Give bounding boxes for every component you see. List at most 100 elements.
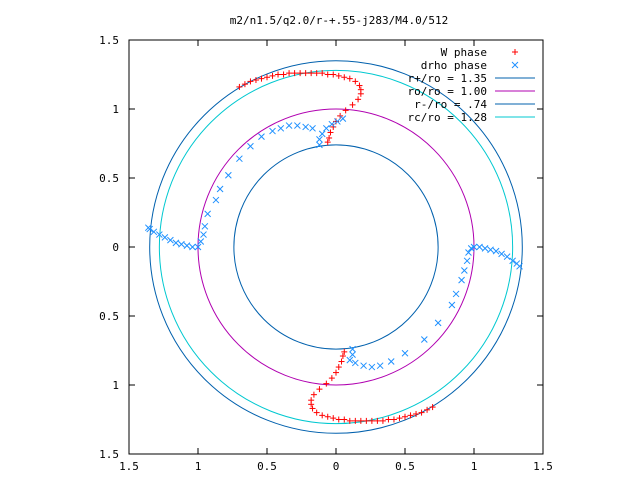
w-phase-point [335, 72, 342, 79]
y-tick-label: 1 [112, 379, 119, 392]
w-phase-point [330, 71, 337, 78]
w-phase-point [418, 409, 425, 416]
drho-phase-point [285, 122, 293, 129]
drho-phase-point [334, 118, 341, 125]
legend-label: W phase [441, 46, 487, 59]
w-phase-point [385, 416, 392, 423]
w-phase-point [327, 129, 334, 136]
x-tick-label: 0.5 [395, 460, 415, 473]
drho-phase-point [322, 124, 330, 132]
reference-circle-2 [233, 144, 439, 350]
w-phase-point [342, 107, 349, 114]
drho-phase-point [316, 136, 323, 143]
drho-phase-point [458, 276, 465, 284]
drho-phase-point [448, 301, 456, 309]
w-phase-point [264, 74, 270, 81]
w-phase-point [333, 369, 339, 376]
w-phase-point [357, 90, 364, 97]
w-phase-point [330, 415, 337, 422]
x-tick-label: 0 [333, 460, 340, 473]
reference-circle-0 [149, 60, 523, 434]
x-tick-label: 1 [471, 460, 478, 473]
legend-label: drho phase [421, 59, 487, 72]
legend-marker-drho-phase [511, 61, 519, 69]
w-phase-point [368, 417, 375, 424]
w-phase-point [341, 416, 348, 423]
drho-phase-point [225, 171, 232, 179]
y-tick-label: 0 [112, 241, 119, 254]
w-phase-point [313, 70, 320, 77]
w-phase-point [333, 118, 339, 125]
w-phase-point [341, 348, 348, 355]
x-tick-label: 1.5 [119, 460, 139, 473]
drho-phase-point [178, 240, 185, 248]
w-phase-point [280, 71, 287, 78]
w-phase-point [349, 101, 356, 108]
drho-phase-point [156, 231, 163, 238]
w-phase-point [326, 134, 333, 141]
drho-phase-point [161, 233, 169, 241]
w-phase-point [352, 78, 359, 85]
y-tick-label: 1.5 [99, 448, 119, 461]
w-phase-point [396, 415, 403, 422]
w-phase-point [363, 417, 370, 424]
w-phase-point [374, 417, 381, 424]
drho-phase-point [197, 238, 205, 245]
w-phase-point [328, 375, 335, 382]
w-phase-point [324, 413, 331, 420]
w-phase-point [309, 405, 316, 412]
points-layer [144, 70, 523, 424]
x-tick-label: 1.5 [533, 460, 553, 473]
drho-phase-point [503, 253, 511, 261]
drho-phase-point [376, 362, 384, 370]
w-phase-point [324, 71, 331, 78]
drho-phase-point [420, 336, 428, 343]
drho-phase-point [349, 345, 356, 353]
drho-phase-point [434, 319, 442, 327]
drho-phase-point [309, 124, 316, 132]
w-phase-point [308, 397, 315, 404]
drho-phase-point [516, 262, 523, 270]
drho-phase-point [346, 356, 354, 364]
w-phase-point [302, 70, 309, 77]
drho-phase-point [318, 130, 326, 138]
axes-layer: 1.5 1 0.5 0 0.5 1 1.51.510.500.511.5 [99, 34, 553, 473]
drho-phase-point [360, 362, 367, 370]
w-phase-point [357, 417, 364, 424]
drho-phase-point [294, 122, 301, 129]
w-phase-point [324, 139, 331, 146]
drho-phase-point [401, 349, 409, 357]
w-phase-point [429, 404, 436, 411]
w-phase-point [390, 416, 397, 423]
y-tick-label: 0.5 [99, 172, 119, 185]
y-tick-label: 0.5 [99, 310, 119, 323]
drho-phase-point [387, 358, 395, 365]
x-tick-label: 0.5 [257, 460, 277, 473]
w-phase-point [346, 417, 353, 424]
drho-phase-point [509, 257, 516, 265]
w-phase-point [338, 358, 345, 365]
drho-phase-point [201, 222, 209, 230]
drho-phase-point [470, 243, 478, 251]
y-tick-label: 1.5 [99, 34, 119, 47]
w-phase-point [339, 353, 346, 360]
legend-label: r+/ro = 1.35 [408, 72, 487, 85]
reference-circle-3 [158, 69, 514, 425]
drho-phase-point [236, 155, 243, 163]
w-phase-point [310, 391, 317, 398]
x-tick-label: 1 [195, 460, 202, 473]
drho-phase-point [172, 239, 180, 247]
drho-phase-point [144, 224, 152, 232]
drho-phase-point [269, 127, 276, 135]
legend-marker-w-phase [512, 49, 518, 55]
w-phase-point [313, 409, 320, 416]
legend-label: ro/ro = 1.00 [408, 85, 487, 98]
chart-title: m2/n1.5/q2.0/r-+.55-j283/M4.0/512 [230, 14, 449, 27]
w-phase-point [402, 413, 408, 420]
w-phase-point [335, 364, 342, 371]
legend-label: rc/ro = 1.28 [408, 111, 487, 124]
w-phase-point [275, 71, 282, 78]
drho-phase-point [302, 123, 309, 131]
